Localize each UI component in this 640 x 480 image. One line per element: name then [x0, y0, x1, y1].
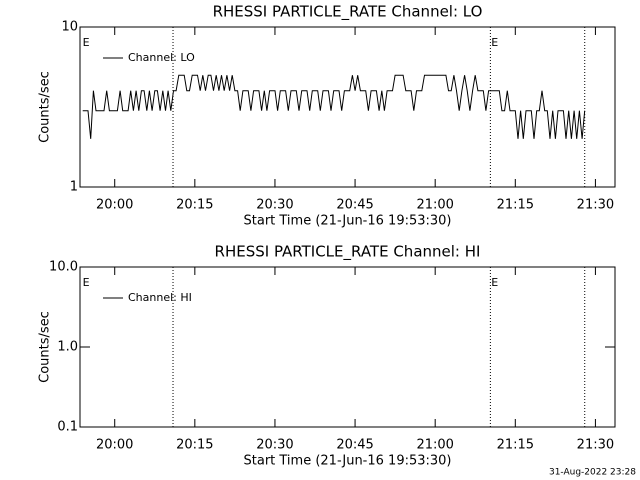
y-tick-label: 10	[61, 20, 78, 35]
plot-frame	[79, 26, 616, 188]
x-tick-label: 20:30	[256, 198, 293, 213]
chart-title: RHESSI PARTICLE_RATE Channel: HI	[215, 243, 481, 262]
y-tick-label: 1	[70, 180, 78, 195]
y-tick-label: 10.0	[49, 260, 78, 275]
x-tick-label: 21:30	[577, 198, 614, 213]
legend-label: Channel: LO	[128, 51, 195, 64]
x-tick-label: 20:45	[336, 198, 373, 213]
x-axis-label: Start Time (21-Jun-16 19:53:30)	[244, 454, 452, 469]
y-tick-label: 0.1	[57, 420, 78, 435]
x-tick-label: 21:30	[577, 438, 614, 453]
y-axis-label: Counts/sec	[38, 71, 53, 143]
x-tick-label: 21:00	[416, 198, 453, 213]
x-tick-label: 21:15	[497, 198, 534, 213]
event-label: E	[491, 276, 498, 289]
event-label: E	[83, 36, 90, 49]
y-tick-label: 1.0	[57, 340, 78, 355]
legend-label: Channel: HI	[128, 291, 192, 304]
x-axis-label: Start Time (21-Jun-16 19:53:30)	[244, 214, 452, 229]
data-line	[82, 74, 586, 139]
footer: 31-Aug-2022 23:28	[549, 468, 636, 478]
x-tick-label: 21:00	[416, 438, 453, 453]
x-tick-label: 20:00	[96, 198, 133, 213]
event-label: E	[491, 36, 498, 49]
event-label: E	[83, 276, 90, 289]
x-tick-label: 20:45	[336, 438, 373, 453]
chart-title: RHESSI PARTICLE_RATE Channel: LO	[213, 3, 483, 22]
x-tick-label: 20:30	[256, 438, 293, 453]
x-tick-label: 20:15	[176, 438, 213, 453]
x-tick-label: 20:00	[96, 438, 133, 453]
x-tick-label: 20:15	[176, 198, 213, 213]
x-tick-label: 21:15	[497, 438, 534, 453]
y-axis-label: Counts/sec	[38, 311, 53, 383]
